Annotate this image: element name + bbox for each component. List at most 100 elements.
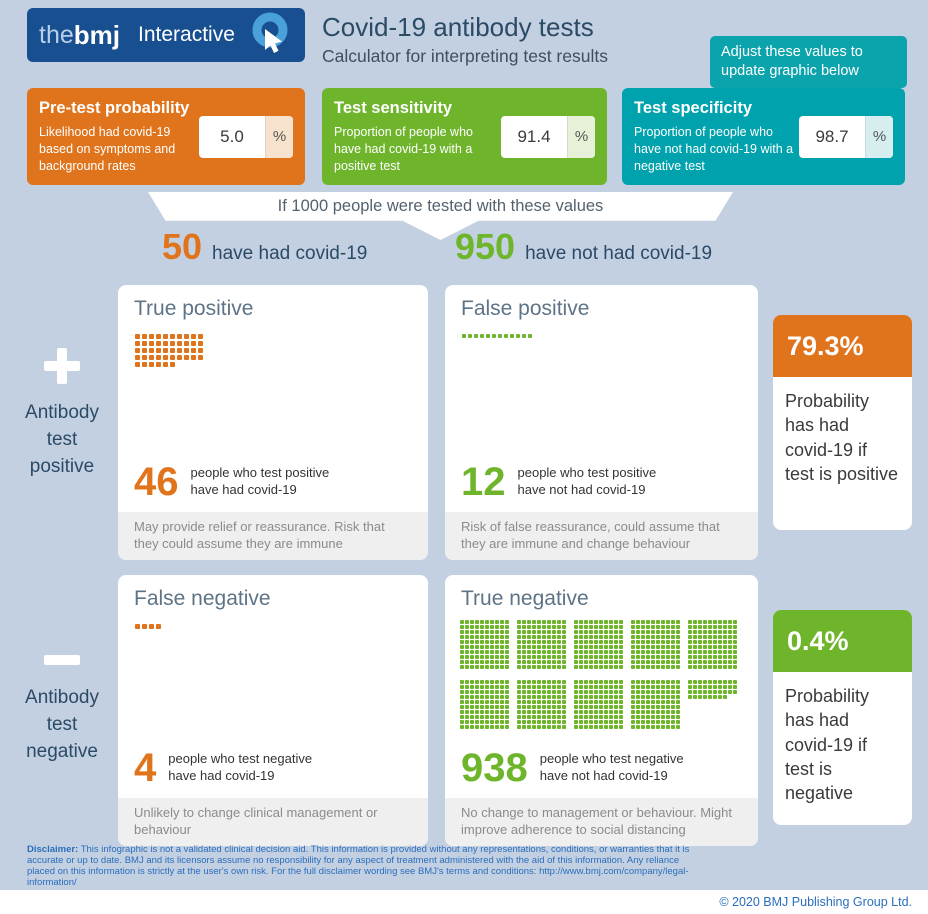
dot	[660, 699, 665, 704]
dot	[608, 704, 613, 709]
dot	[645, 624, 650, 629]
dot	[469, 694, 474, 699]
dot	[573, 719, 578, 724]
dot	[598, 714, 603, 719]
dot	[650, 699, 655, 704]
dot	[655, 699, 660, 704]
dot	[583, 649, 588, 654]
dot	[499, 649, 504, 654]
dot	[526, 709, 531, 714]
dot	[583, 689, 588, 694]
dot	[198, 334, 203, 339]
dot	[474, 699, 479, 704]
dot	[608, 694, 613, 699]
dot	[494, 644, 499, 649]
dot	[608, 654, 613, 659]
dot	[464, 639, 469, 644]
dot	[645, 619, 650, 624]
dot	[464, 694, 469, 699]
dot	[588, 679, 593, 684]
dot	[464, 679, 469, 684]
dot	[630, 634, 635, 639]
dot	[531, 699, 536, 704]
dot	[541, 664, 546, 669]
dot	[531, 664, 536, 669]
dot	[583, 644, 588, 649]
dot	[702, 629, 707, 634]
dot	[551, 694, 556, 699]
dot	[670, 679, 675, 684]
dot	[526, 634, 531, 639]
dot	[499, 684, 504, 689]
dot	[675, 704, 680, 709]
pretest-probability-title: Pre-test probability	[39, 99, 190, 117]
dot	[655, 664, 660, 669]
dot	[707, 694, 712, 699]
test-sensitivity-value-input[interactable]	[501, 126, 567, 147]
dot	[464, 699, 469, 704]
dot	[640, 639, 645, 644]
dot	[655, 634, 660, 639]
true-positive-note: May provide relief or reassurance. Risk …	[118, 512, 428, 560]
dot	[645, 639, 650, 644]
minus-icon	[44, 655, 80, 665]
dot	[469, 664, 474, 669]
dot	[583, 684, 588, 689]
pretest-probability-description: Likelihood had covid-19 based on symptom…	[39, 125, 176, 173]
dot	[468, 334, 472, 338]
dot	[645, 709, 650, 714]
dot	[474, 624, 479, 629]
dot	[618, 684, 623, 689]
dot	[675, 679, 680, 684]
dot	[578, 684, 583, 689]
dot	[588, 704, 593, 709]
dot	[494, 724, 499, 729]
dot	[618, 639, 623, 644]
dot	[561, 639, 566, 644]
dot	[598, 664, 603, 669]
dot	[588, 724, 593, 729]
dot	[526, 699, 531, 704]
pretest-probability-value-input[interactable]	[199, 126, 265, 147]
dot	[650, 679, 655, 684]
dot	[142, 334, 147, 339]
dot	[561, 649, 566, 654]
dot	[603, 639, 608, 644]
dot	[184, 334, 189, 339]
dot	[522, 334, 526, 338]
dot	[573, 634, 578, 639]
dot	[608, 714, 613, 719]
dot	[504, 704, 509, 709]
dot	[618, 664, 623, 669]
dot	[578, 634, 583, 639]
dot	[516, 644, 521, 649]
dot	[573, 704, 578, 709]
dot	[635, 639, 640, 644]
positive-result-card: 79.3% Probability has had covid-19 if te…	[773, 315, 912, 530]
test-specificity-value-input[interactable]	[799, 126, 865, 147]
dot	[526, 724, 531, 729]
dot	[707, 619, 712, 624]
false-positive-card: False positive 12 people who test positi…	[445, 285, 758, 560]
dot	[707, 664, 712, 669]
dot	[551, 634, 556, 639]
dot	[722, 664, 727, 669]
dot	[546, 709, 551, 714]
dot	[489, 659, 494, 664]
dot	[593, 694, 598, 699]
dot	[551, 624, 556, 629]
dot	[727, 659, 732, 664]
disclaimer-link[interactable]: http://www.bmj.com/company/legal-informa…	[27, 866, 689, 888]
dot	[697, 654, 702, 659]
dot	[551, 704, 556, 709]
dot	[531, 619, 536, 624]
dot	[516, 689, 521, 694]
dot	[697, 689, 702, 694]
dot	[526, 624, 531, 629]
dot	[573, 699, 578, 704]
dot	[603, 679, 608, 684]
dot	[613, 724, 618, 729]
dot	[516, 704, 521, 709]
dot	[536, 709, 541, 714]
dot	[608, 679, 613, 684]
